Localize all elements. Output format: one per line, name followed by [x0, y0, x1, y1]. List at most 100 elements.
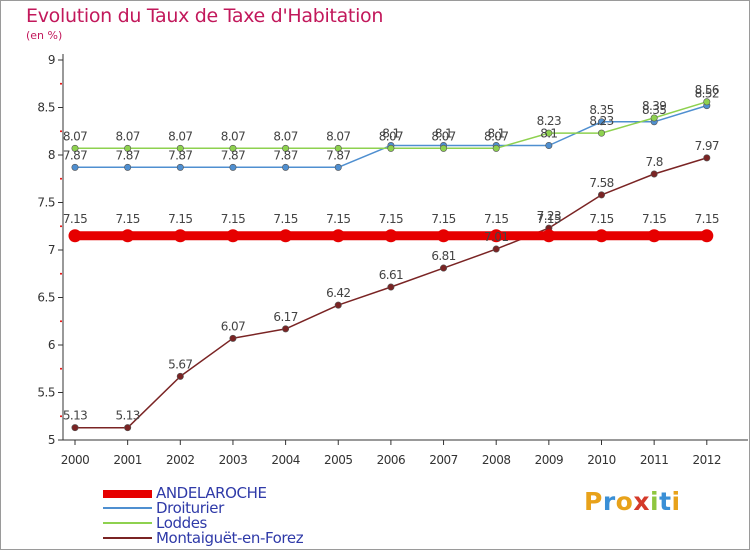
chart-unit-label: (en %) — [26, 29, 63, 42]
data-point — [176, 372, 184, 380]
data-label: 7.15 — [484, 212, 508, 226]
data-point — [124, 163, 132, 171]
data-label: 7.58 — [589, 176, 613, 190]
y-tick-label: 6.5 — [37, 291, 55, 305]
chart-title: Evolution du Taux de Taxe d'Habitation — [26, 5, 384, 27]
legend-swatch — [103, 522, 152, 524]
data-point — [176, 144, 184, 152]
logo-letter: i — [650, 487, 660, 516]
data-label: 6.81 — [431, 249, 455, 263]
data-point — [647, 229, 661, 243]
x-tick-label: 2009 — [535, 453, 564, 467]
y-minor-tick — [60, 82, 62, 85]
data-label: 7.15 — [273, 212, 297, 226]
data-labels-layer: 7.87 7.87 7.87 7.87 7.87 7.87 8.1 8.1 8.1 8.1 8.35… — [63, 83, 720, 423]
x-tick-label: 2007 — [429, 453, 458, 467]
data-label: 7.87 — [273, 148, 297, 162]
data-label: 7.87 — [63, 148, 87, 162]
data-point — [124, 144, 132, 152]
legend-swatch — [103, 507, 152, 509]
data-point — [440, 144, 448, 152]
series-montaiguet-en-forez — [71, 154, 711, 432]
data-label: 8.07 — [379, 129, 403, 143]
logo-letter: i — [671, 487, 681, 516]
data-label: 7.8 — [646, 155, 663, 169]
data-point — [229, 334, 237, 342]
legend-label: Loddes — [156, 514, 207, 532]
legend-swatch — [103, 490, 152, 498]
data-point — [282, 163, 290, 171]
data-point — [650, 114, 658, 122]
data-point — [545, 129, 553, 137]
data-label: 8.1 — [540, 127, 557, 141]
data-point — [226, 229, 240, 243]
data-label: 5.67 — [168, 357, 192, 371]
x-tick-label: 2005 — [324, 453, 353, 467]
data-point — [229, 144, 237, 152]
logo-letter: o — [615, 487, 634, 516]
data-point — [173, 229, 187, 243]
data-point — [229, 163, 237, 171]
y-minor-tick — [60, 320, 62, 323]
data-label: 8.07 — [115, 129, 139, 143]
data-label: 6.61 — [379, 268, 403, 282]
data-label: 7.87 — [221, 148, 245, 162]
data-label: 8.07 — [484, 129, 508, 143]
legend-swatch — [103, 537, 152, 539]
data-point — [545, 142, 553, 150]
y-tick-label: 8.5 — [37, 101, 55, 115]
data-label: 5.13 — [115, 409, 139, 423]
data-label: 7.15 — [589, 212, 613, 226]
y-tick-label: 7.5 — [37, 196, 55, 210]
data-label: 8.07 — [63, 129, 87, 143]
data-point — [384, 229, 398, 243]
x-tick-label: 2010 — [587, 453, 616, 467]
data-point — [703, 154, 711, 162]
legend-label: Droiturier — [156, 499, 224, 517]
data-point — [71, 424, 79, 432]
data-point — [595, 229, 608, 243]
data-label: 7.15 — [642, 212, 666, 226]
series-andelaroche — [68, 229, 714, 243]
data-point — [124, 424, 132, 432]
data-label: 7.01 — [484, 230, 508, 244]
data-label: 6.07 — [221, 319, 245, 333]
data-point — [437, 229, 451, 243]
data-point — [597, 191, 605, 199]
data-point — [334, 301, 342, 309]
x-tick-label: 2002 — [166, 453, 195, 467]
data-point — [68, 229, 82, 243]
data-point — [542, 229, 556, 243]
data-label: 5.13 — [63, 409, 87, 423]
data-label: 8.52 — [695, 87, 719, 101]
data-label: 7.15 — [168, 212, 192, 226]
data-label: 6.17 — [273, 310, 297, 324]
x-tick-label: 2011 — [640, 453, 669, 467]
x-tick-label: 2001 — [113, 453, 142, 467]
data-point — [334, 144, 342, 152]
series-loddes — [71, 98, 711, 152]
logo-letter: x — [633, 487, 650, 516]
data-point — [176, 163, 184, 171]
data-label: 7.15 — [63, 212, 87, 226]
data-label: 8.1 — [488, 127, 505, 141]
y-tick-label: 5.5 — [37, 386, 55, 400]
data-label: 8.07 — [221, 129, 245, 143]
data-point — [282, 325, 290, 333]
data-point — [650, 170, 658, 178]
data-label: 8.07 — [326, 129, 350, 143]
data-label: 7.97 — [695, 139, 719, 153]
data-point — [597, 118, 605, 126]
proxiti-logo: Proxiti — [584, 487, 681, 516]
y-minor-tick — [60, 367, 62, 370]
data-label: 6.42 — [326, 286, 350, 300]
data-point — [387, 144, 395, 152]
data-label: 7.15 — [221, 212, 245, 226]
x-tick-label: 2008 — [482, 453, 511, 467]
logo-letter: P — [584, 487, 603, 516]
data-point — [492, 144, 500, 152]
data-label: 8.39 — [642, 99, 666, 113]
data-label: 8.56 — [695, 83, 719, 97]
series-layer — [68, 98, 714, 432]
